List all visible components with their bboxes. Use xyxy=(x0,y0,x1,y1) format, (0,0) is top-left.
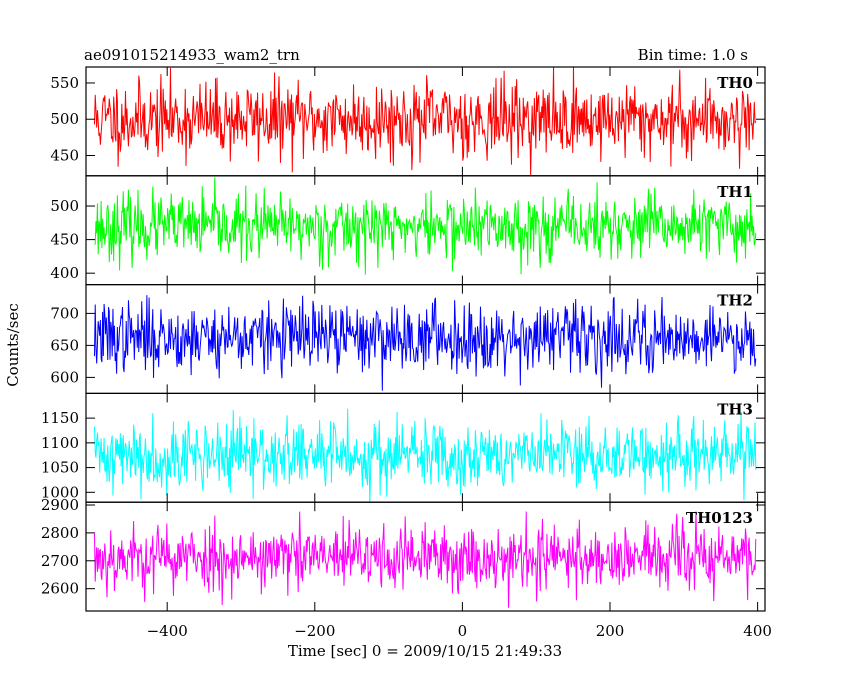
y-tick-label: 2900 xyxy=(41,496,79,514)
y-tick-label: 2700 xyxy=(41,552,79,570)
series-line-th0 xyxy=(93,67,757,176)
y-tick-label: 450 xyxy=(50,231,79,249)
y-tick-label: 2600 xyxy=(41,580,79,598)
y-tick-label: 1050 xyxy=(41,459,79,477)
y-tick-label: 700 xyxy=(50,304,79,322)
y-tick-label: 500 xyxy=(50,110,79,128)
panel-th0123: 2600 2700 2800 2900 TH0123 xyxy=(41,496,766,612)
y-tick-label: 500 xyxy=(50,197,79,215)
panel-th2: 600 650 700 TH2 xyxy=(50,284,766,395)
series-line-th1 xyxy=(94,177,757,275)
panel-th1: 400 450 500 TH1 xyxy=(50,175,766,286)
x-tick-label: 0 xyxy=(458,622,468,640)
y-tick-label: 1000 xyxy=(41,483,79,501)
panel-frame xyxy=(85,501,766,612)
x-axis-label: Time [sec] 0 = 2009/10/15 21:49:33 xyxy=(288,642,562,660)
panel-th0: 450 500 550 TH0 xyxy=(50,66,766,177)
series-name-label: TH0 xyxy=(717,74,753,92)
y-tick-label: 400 xyxy=(50,264,79,282)
panel-th3: 1000 1050 1100 1150 TH3 xyxy=(41,392,766,503)
y-tick-label: 2800 xyxy=(41,524,79,542)
y-tick-label: 450 xyxy=(50,146,79,164)
series-line-th2 xyxy=(93,295,757,391)
series-name-label: TH1 xyxy=(717,183,753,201)
bin-time-label: Bin time: 1.0 s xyxy=(638,46,748,64)
chart-title: ae091015214933_wam2_trn xyxy=(84,46,300,64)
series-name-label: TH0123 xyxy=(686,509,753,527)
x-tick-label: 400 xyxy=(743,622,772,640)
panels: 450 500 550 TH0 400 450 500 TH1 600 650 700 TH2 1000… xyxy=(41,66,766,612)
y-tick-label: 1150 xyxy=(41,409,79,427)
series-line-th3 xyxy=(93,408,757,503)
y-tick-label: 1100 xyxy=(41,434,79,452)
series-name-label: TH2 xyxy=(717,292,753,310)
y-tick-label: 550 xyxy=(50,74,79,92)
x-axis: −400 −200 0 200 400 xyxy=(147,622,772,640)
x-tick-label: −400 xyxy=(147,622,188,640)
y-tick-label: 600 xyxy=(50,368,79,386)
x-tick-label: 200 xyxy=(596,622,625,640)
x-tick-label: −200 xyxy=(294,622,335,640)
y-axis-label: Counts/sec xyxy=(4,303,22,387)
series-line-th0123 xyxy=(93,511,757,608)
y-tick-label: 650 xyxy=(50,336,79,354)
series-name-label: TH3 xyxy=(717,400,753,418)
